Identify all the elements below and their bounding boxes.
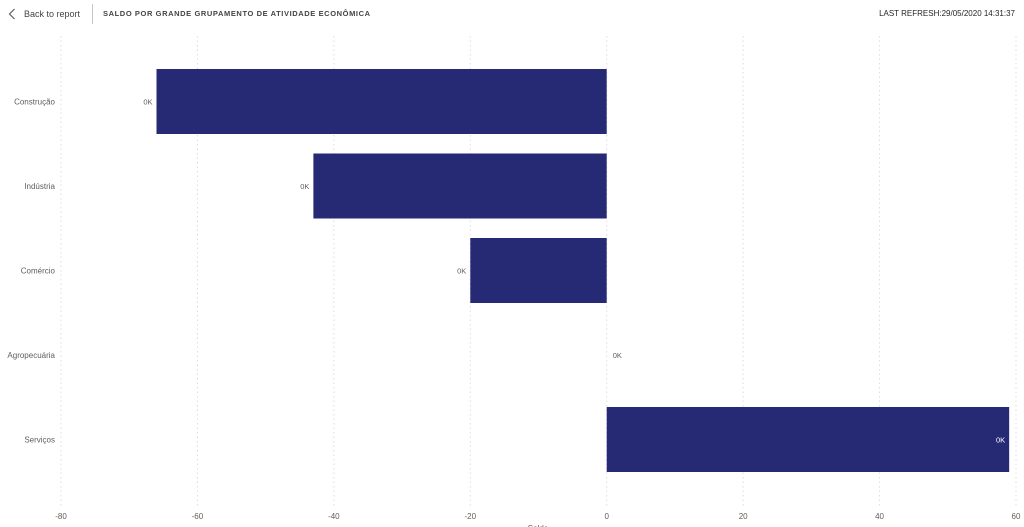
- top-bar: Back to report SALDO POR GRANDE GRUPAMEN…: [0, 0, 1024, 28]
- x-axis-title: Saldo: [528, 524, 549, 527]
- data-label: 0K: [613, 351, 622, 360]
- data-label: 0K: [143, 98, 152, 107]
- bar[interactable]: [313, 153, 607, 219]
- x-tick-label: 20: [739, 512, 748, 521]
- category-label: Serviços: [24, 436, 55, 445]
- category-label: Agropecuária: [7, 351, 55, 360]
- x-tick-label: 0: [604, 512, 609, 521]
- x-tick-label: 60: [1012, 512, 1021, 521]
- x-tick-label: -40: [328, 512, 340, 521]
- category-label: Construção: [14, 98, 55, 107]
- category-label: Indústria: [24, 182, 55, 191]
- x-tick-label: -60: [192, 512, 204, 521]
- category-label: Comércio: [21, 267, 56, 276]
- data-label: 0K: [457, 267, 466, 276]
- bar[interactable]: [470, 238, 607, 303]
- x-tick-label: -80: [55, 512, 67, 521]
- bar[interactable]: [606, 407, 1010, 472]
- x-tick-label: 40: [875, 512, 884, 521]
- bar[interactable]: [156, 69, 607, 134]
- data-label: 0K: [996, 436, 1005, 445]
- chevron-left-icon: [8, 8, 16, 20]
- data-label: 0K: [300, 182, 309, 191]
- last-refresh-text: LAST REFRESH:29/05/2020 14:31:37: [879, 9, 1015, 18]
- header-divider: [92, 4, 93, 24]
- back-to-report-button[interactable]: Back to report: [8, 4, 80, 24]
- visual-title: SALDO POR GRANDE GRUPAMENTO DE ATIVIDADE…: [103, 9, 371, 18]
- back-to-report-label: Back to report: [24, 9, 81, 19]
- x-tick-label: -20: [465, 512, 477, 521]
